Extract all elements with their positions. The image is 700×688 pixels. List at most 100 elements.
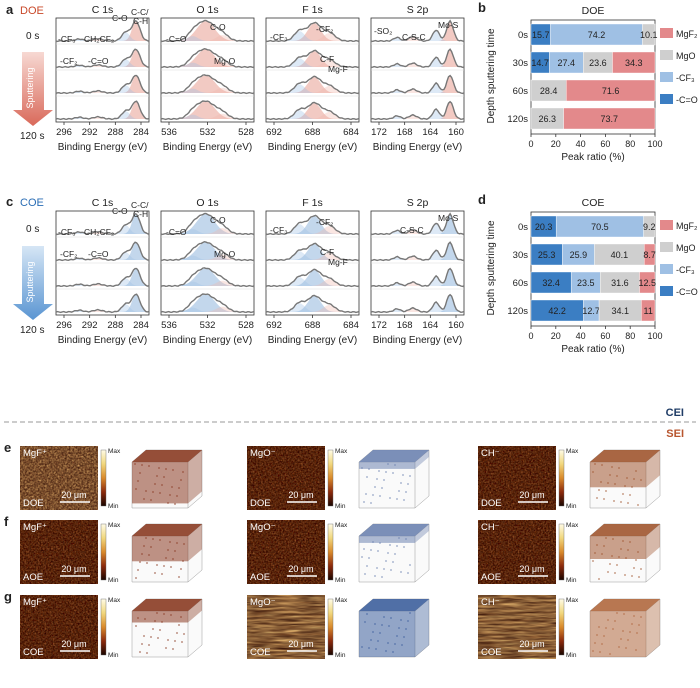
colorbar [100,523,107,581]
3d-reconstruction [358,523,430,583]
x-axis-label: Peak ratio (%) [561,152,624,163]
bar-value-label: 12.5 [638,278,656,288]
bar-value-label: 26.3 [539,114,557,124]
panel-a-time-start: 0 s [26,31,39,42]
sei-label: SEI [666,428,684,440]
fit-component [371,223,464,234]
spectrum-envelope [160,19,255,43]
colorbar-max-label: Max [335,448,348,455]
fit-component [161,36,254,41]
bar-value-label: 15.7 [532,30,550,40]
bar-value-label: 42.2 [548,306,566,316]
fit-component [161,214,254,234]
bar-value-label: 74.2 [588,30,606,40]
peak-annotation: -CF₂ [60,56,77,66]
panel-letter-f: f [4,514,9,529]
sputtering-arrow-coe [13,246,53,320]
fit-component [161,307,254,312]
colorbar-min-label: Min [335,652,346,659]
spectrum-envelope [55,293,150,314]
fit-component [266,33,359,41]
fit-component [371,282,464,286]
spectrum-s-2p: S 2p 172 168 164 160 Binding Energy (eV) [370,4,465,153]
panel-c-time-start: 0 s [26,224,39,235]
spectrum-title: C 1s [92,4,114,16]
x-tick-label: 168 [397,320,413,331]
tof-map-cell: MgO⁻ DOE 20 μm Max Min [247,446,430,510]
fit-component [371,57,464,67]
fit-component [56,75,149,93]
category-label: 120s [507,114,528,125]
ion-species-label: CH⁻ [481,522,500,533]
peak-annotation: C-H [133,209,148,219]
legend-label: -CF₃ [676,265,695,275]
spectrum-title: O 1s [196,4,218,16]
fit-component [371,214,464,234]
tof-map-cell: MgF⁺ COE 20 μm Max Min [20,595,203,659]
fit-component [371,115,464,119]
spectrum-envelope [160,74,255,95]
fit-component [161,88,254,93]
spectrum-c-1s: C 1s 296 292 288 284 Binding Energy (eV) [55,197,150,346]
x-tick-label: 532 [200,320,216,331]
peak-annotation: Mo-S [438,20,459,30]
fit-component [371,268,464,286]
fit-component [371,242,464,260]
fit-component [161,254,254,260]
spectrum-envelope [370,48,465,69]
x-axis-label: Binding Energy (eV) [373,142,463,153]
fit-component [371,256,464,260]
fit-component [266,23,359,41]
category-label: 30s [513,58,529,69]
panel-a-header: a DOE 0 s 120 s Sputtering [6,2,53,142]
legend-swatch [660,264,673,274]
fit-component [266,216,359,234]
scale-bar-label: 20 μm [519,564,544,574]
peak-annotation: -CF₂ [316,217,333,227]
scale-bar-label: 20 μm [288,639,313,649]
x-tick-label: 60 [600,139,610,149]
category-label: 120s [507,306,528,317]
bar-segment [644,243,656,266]
spectrum-envelope [265,242,360,262]
category-label: 30s [513,250,529,261]
fit-component [56,101,149,119]
fit-component [161,49,254,67]
colorbar [558,598,565,656]
colorbar [100,598,107,656]
bar-segment [639,271,656,294]
peak-annotation: -CF₃ [270,225,288,235]
x-axis-label: Binding Energy (eV) [373,335,463,346]
x-axis-label: Binding Energy (eV) [58,142,148,153]
electrolyte-label: COE [481,647,502,658]
scale-bar-label: 20 μm [61,490,86,500]
fit-component [56,111,149,119]
3d-reconstruction [589,449,661,509]
bar-value-label: 28.4 [540,86,558,96]
category-label: 0s [518,222,528,233]
panel-letter-a: a [6,2,14,17]
fit-component [266,51,359,67]
fit-component [371,49,464,67]
peak-annotation: C-C/ [131,200,149,210]
peak-annotation: C-H [133,16,148,26]
fit-component [371,89,464,93]
panel-a-sputter-label: Sputtering [25,67,35,108]
legend-swatch [660,72,673,82]
x-tick-label: 160 [448,320,464,331]
electrolyte-label: DOE [250,498,271,509]
category-label: 60s [513,278,529,289]
x-tick-label: 164 [422,320,438,331]
fit-component [56,304,149,312]
bar-value-label: 12.7 [582,306,600,316]
fit-component [161,113,254,119]
x-tick-label: 164 [422,127,438,138]
legend-swatch [660,242,673,252]
legend-swatch [660,286,673,296]
category-label: 0s [518,30,528,41]
fit-component [266,296,359,312]
fit-component [266,304,359,312]
x-tick-label: 284 [133,320,149,331]
panel-c-electrolyte: COE [20,197,44,209]
peak-annotation: Mg-F [328,64,348,74]
